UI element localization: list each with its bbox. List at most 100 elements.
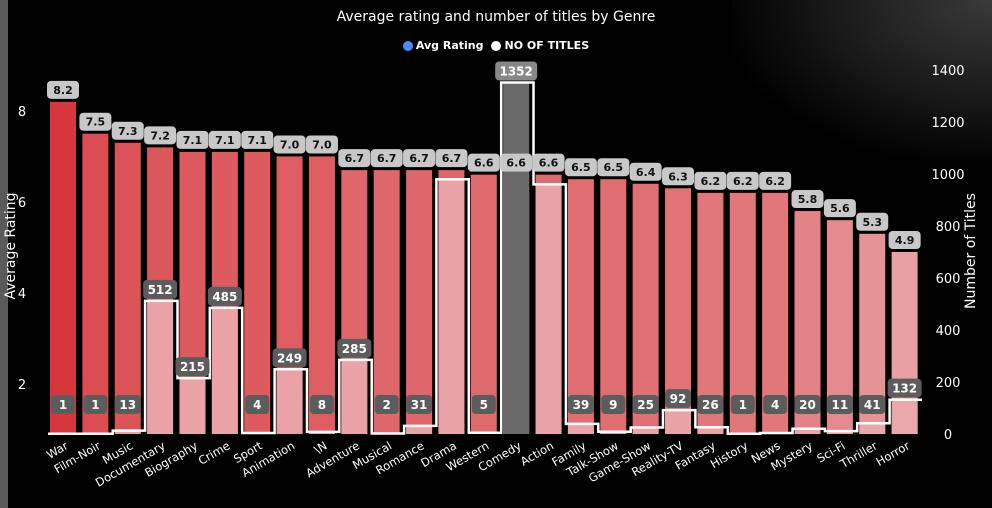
- rating-label-bg-sport: [241, 130, 274, 149]
- titles-label-family: 39: [573, 398, 590, 412]
- titles-label-bg-game-show: [632, 395, 659, 414]
- rating-bar-n: [308, 156, 335, 434]
- rating-label-bg-war: [47, 80, 79, 99]
- titles-bar-drama: [438, 179, 465, 434]
- titles-label-bg-western: [471, 395, 496, 414]
- y-left-tick-4: 4: [18, 287, 26, 302]
- rating-label-bg-musical: [370, 149, 403, 168]
- titles-label-news: 4: [771, 398, 779, 412]
- titles-bar-reality-tv: [665, 410, 692, 434]
- titles-label-bg-talk-show: [601, 395, 626, 414]
- titles-label-adventure: 285: [342, 342, 367, 356]
- rating-label-film-noir: 7.5: [86, 116, 106, 129]
- rating-label-history: 6.2: [733, 175, 753, 188]
- x-tick-crime: Crime: [196, 438, 233, 467]
- x-tick-thriller: Thriller: [837, 438, 880, 471]
- titles-bar-documentary: [147, 300, 174, 434]
- rating-label-bg-talk-show: [597, 158, 630, 177]
- titles-label-bg-film-noir: [83, 395, 108, 414]
- rating-label-drama: 6.7: [442, 152, 462, 165]
- rating-bar-fantasy: [697, 192, 724, 434]
- titles-label-thriller: 41: [864, 398, 881, 412]
- titles-label-bg-n: [309, 395, 334, 414]
- rating-label-horror: 4.9: [895, 234, 915, 247]
- rating-bar-film-noir: [82, 133, 109, 434]
- titles-label-fantasy: 26: [702, 398, 719, 412]
- rating-label-comedy: 6.6: [506, 157, 526, 170]
- rating-label-bg-sci-fi: [823, 199, 856, 218]
- rating-label-bg-reality-tv: [662, 167, 695, 186]
- rating-label-bg-action: [532, 153, 565, 172]
- window-edge: [0, 0, 8, 508]
- legend-item-no-of-titles[interactable]: NO OF TITLES: [491, 39, 589, 52]
- chart-title: Average rating and number of titles by G…: [336, 9, 656, 25]
- titles-label-bg-fantasy: [697, 395, 724, 414]
- rating-label-mystery: 5.8: [798, 193, 818, 206]
- rating-bar-sport: [244, 151, 271, 434]
- titles-label-bg-reality-tv: [665, 389, 692, 409]
- titles-label-animation: 249: [277, 351, 302, 365]
- titles-label-romance: 31: [411, 398, 428, 412]
- titles-label-reality-tv: 92: [670, 392, 687, 406]
- rating-label-talk-show: 6.5: [604, 161, 624, 174]
- titles-label-crime: 485: [212, 290, 237, 304]
- rating-label-war: 8.2: [53, 84, 73, 97]
- titles-label-bg-war: [51, 395, 75, 414]
- rating-label-bg-biography: [176, 130, 209, 149]
- titles-label-bg-family: [567, 395, 594, 414]
- titles-label-bg-romance: [406, 395, 433, 414]
- legend-label-avg-rating: Avg Rating: [415, 39, 484, 52]
- titles-bar-biography: [179, 378, 206, 434]
- titles-label-bg-horror: [887, 378, 922, 398]
- titles-label-documentary: 512: [148, 283, 173, 297]
- rating-label-thriller: 5.3: [863, 216, 883, 229]
- titles-label-bg-news: [763, 395, 788, 414]
- rating-label-bg-thriller: [856, 212, 889, 231]
- titles-bar-animation: [276, 369, 303, 434]
- titles-label-musical: 2: [383, 398, 391, 412]
- titles-bar-horror: [891, 399, 918, 434]
- rating-label-biography: 7.1: [183, 134, 203, 147]
- rating-label-family: 6.5: [571, 161, 591, 174]
- rating-label-bg-fantasy: [694, 171, 727, 190]
- y-right-tick-400: 400: [936, 324, 961, 339]
- titles-label-music: 13: [119, 398, 136, 412]
- rating-label-animation: 7.0: [280, 138, 300, 151]
- titles-label-bg-history: [730, 395, 755, 414]
- y-left-tick-6: 6: [18, 196, 26, 211]
- titles-label-bg-crime: [207, 286, 242, 306]
- rating-label-game-show: 6.4: [636, 166, 656, 179]
- titles-label-game-show: 25: [637, 398, 654, 412]
- titles-bar-action: [535, 184, 562, 434]
- y-left-tick-8: 8: [18, 105, 26, 120]
- titles-label-sci-fi: 11: [832, 398, 849, 412]
- rating-label-bg-romance: [403, 149, 436, 168]
- legend-label-no-of-titles: NO OF TITLES: [504, 39, 590, 52]
- rating-label-crime: 7.1: [215, 134, 235, 147]
- titles-bar-game-show: [632, 427, 659, 434]
- titles-bar-fantasy: [697, 427, 724, 434]
- titles-label-mystery: 20: [799, 398, 816, 412]
- x-tick-n: \N: [312, 438, 330, 456]
- titles-label-bg-comedy: [495, 61, 538, 81]
- rating-label-bg-mystery: [791, 190, 824, 209]
- titles-bar-mystery: [794, 428, 821, 434]
- titles-bar-music: [114, 430, 141, 434]
- legend-item-avg-rating[interactable]: Avg Rating: [402, 39, 484, 52]
- titles-label-bg-music: [114, 395, 141, 414]
- titles-bar-family: [567, 423, 594, 434]
- rating-bar-war: [50, 101, 76, 434]
- rating-label-fantasy: 6.2: [701, 175, 721, 188]
- titles-label-film-noir: 1: [91, 398, 99, 412]
- rating-label-bg-comedy: [500, 153, 533, 172]
- titles-label-bg-documentary: [143, 279, 178, 299]
- y-right-tick-1000: 1000: [931, 168, 964, 183]
- titles-label-biography: 215: [180, 360, 205, 374]
- y-right-tick-1400: 1400: [931, 64, 964, 79]
- legend-dot-avg-rating: [402, 40, 413, 51]
- rating-label-music: 7.3: [118, 125, 138, 138]
- rating-label-bg-history: [726, 171, 759, 190]
- titles-label-bg-adventure: [337, 338, 372, 358]
- titles-label-sport: 4: [253, 398, 261, 412]
